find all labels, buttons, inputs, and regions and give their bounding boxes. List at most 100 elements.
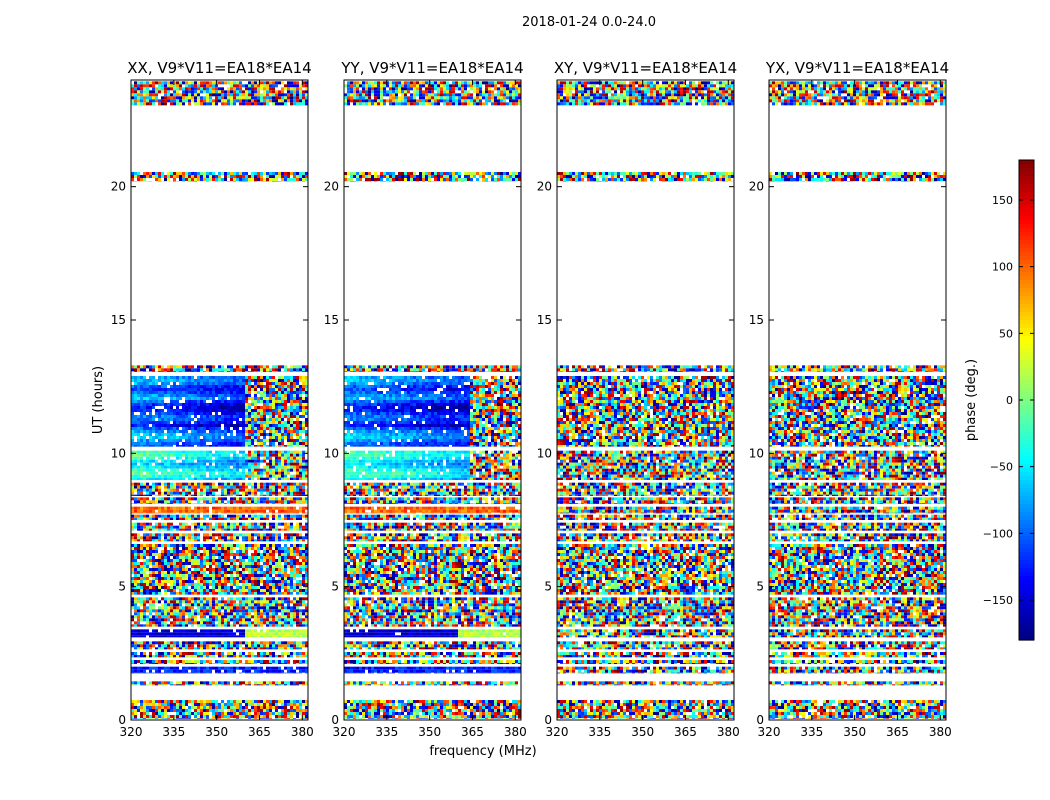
phase-cell	[137, 655, 140, 657]
phase-cell	[242, 652, 245, 655]
phase-cell	[185, 632, 188, 635]
phase-cell	[176, 670, 179, 673]
phase-cell	[203, 644, 206, 647]
phase-cell	[233, 660, 236, 663]
phase-cell	[200, 655, 203, 657]
phase-cell	[218, 703, 221, 706]
phase-cell	[203, 667, 206, 670]
phase-cell	[194, 647, 197, 649]
phase-cell	[134, 673, 137, 674]
phase-cell	[143, 684, 146, 685]
phase-cell	[239, 712, 242, 715]
phase-cell	[287, 663, 290, 664]
phase-cell	[278, 647, 281, 649]
phase-cell	[284, 703, 287, 706]
phase-cell	[230, 709, 233, 712]
phase-cell	[290, 606, 293, 609]
phase-cell	[215, 700, 218, 703]
phase-cell	[167, 667, 170, 670]
phase-cell	[140, 663, 143, 664]
phase-cell	[170, 655, 173, 657]
phase-cell	[143, 600, 146, 603]
phase-cell	[146, 597, 149, 600]
phase-cell	[281, 684, 284, 685]
phase-cell	[281, 706, 284, 709]
phase-cell	[242, 635, 245, 637]
phase-cell	[218, 603, 221, 606]
phase-cell	[194, 609, 197, 612]
phase-cell	[200, 644, 203, 647]
phase-cell	[272, 712, 275, 715]
phase-cell	[134, 652, 137, 655]
phase-cell	[200, 597, 203, 600]
phase-cell	[275, 673, 278, 674]
phase-cell	[224, 641, 227, 644]
phase-cell	[203, 712, 206, 715]
phase-cell	[236, 660, 239, 663]
phase-cell	[209, 606, 212, 609]
phase-cell	[158, 655, 161, 657]
phase-cell	[221, 606, 224, 609]
phase-cell	[179, 606, 182, 609]
phase-cell	[179, 660, 182, 663]
phase-cell	[230, 652, 233, 655]
phase-cell	[218, 644, 221, 647]
phase-cell	[272, 681, 275, 684]
phase-cell	[227, 663, 230, 664]
phase-cell	[260, 667, 263, 670]
phase-cell	[185, 663, 188, 664]
phase-cell	[185, 629, 188, 632]
phase-cell	[245, 660, 248, 663]
phase-cell	[245, 700, 248, 703]
phase-cell	[224, 663, 227, 664]
phase-cell	[143, 609, 146, 612]
phase-cell	[176, 667, 179, 670]
phase-cell	[146, 606, 149, 609]
phase-cell	[218, 606, 221, 609]
phase-cell	[233, 600, 236, 603]
phase-cell	[239, 700, 242, 703]
phase-cell	[155, 641, 158, 644]
phase-cell	[233, 655, 236, 657]
phase-cell	[164, 709, 167, 712]
phase-cell	[194, 703, 197, 706]
phase-cell	[266, 709, 269, 712]
phase-cell	[248, 652, 251, 655]
phase-cell	[197, 670, 200, 673]
phase-cell	[146, 641, 149, 644]
phase-cell	[158, 673, 161, 674]
phase-cell	[200, 709, 203, 712]
phase-cell	[257, 600, 260, 603]
phase-cell	[179, 655, 182, 657]
phase-cell	[179, 629, 182, 632]
phase-cell	[182, 715, 185, 718]
phase-cell	[269, 660, 272, 663]
phase-cell	[179, 712, 182, 715]
phase-cell	[254, 644, 257, 647]
phase-cell	[176, 660, 179, 663]
phase-cell	[170, 709, 173, 712]
phase-cell	[227, 709, 230, 712]
phase-cell	[185, 600, 188, 603]
phase-cell	[251, 641, 254, 644]
phase-cell	[239, 652, 242, 655]
phase-cell	[137, 681, 140, 684]
phase-cell	[278, 600, 281, 603]
phase-cell	[230, 715, 233, 718]
phase-cell	[284, 600, 287, 603]
phase-cell	[269, 673, 272, 674]
phase-cell	[164, 700, 167, 703]
phase-cell	[290, 629, 293, 632]
phase-cell	[191, 597, 194, 600]
phase-cell	[245, 670, 248, 673]
phase-cell	[281, 644, 284, 647]
phase-cell	[188, 663, 191, 664]
phase-cell	[215, 660, 218, 663]
phase-cell	[215, 673, 218, 674]
phase-cell	[275, 629, 278, 632]
phase-cell	[197, 700, 200, 703]
phase-cell	[197, 667, 200, 670]
phase-cell	[191, 681, 194, 684]
phase-cell	[248, 655, 251, 657]
phase-cell	[188, 647, 191, 649]
